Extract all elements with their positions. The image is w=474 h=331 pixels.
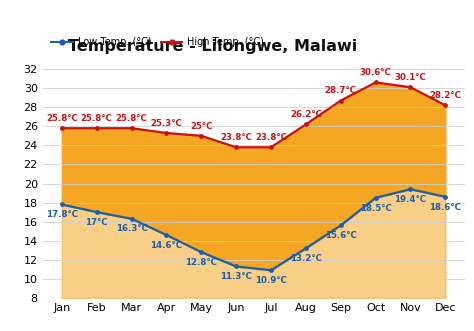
Text: 25.3°C: 25.3°C [151, 119, 182, 128]
Text: 17°C: 17°C [85, 218, 108, 227]
Text: Temperature - Lilongwe, Malawi: Temperature - Lilongwe, Malawi [68, 39, 357, 54]
Text: 13.2°C: 13.2°C [290, 254, 322, 263]
Text: 10.9°C: 10.9°C [255, 276, 287, 285]
Text: 15.6°C: 15.6°C [325, 231, 356, 240]
Legend: Low Temp. (°C), High Temp. (°C): Low Temp. (°C), High Temp. (°C) [47, 33, 268, 51]
Text: 30.6°C: 30.6°C [360, 68, 392, 77]
Text: 18.5°C: 18.5°C [360, 204, 392, 213]
Text: 11.3°C: 11.3°C [220, 272, 252, 281]
Text: 12.8°C: 12.8°C [185, 258, 217, 267]
Text: 25.8°C: 25.8°C [116, 114, 147, 123]
Text: 18.6°C: 18.6°C [429, 203, 461, 212]
Text: 16.3°C: 16.3°C [116, 224, 147, 233]
Text: 25°C: 25°C [190, 121, 212, 131]
Text: 17.8°C: 17.8°C [46, 210, 78, 219]
Text: 28.2°C: 28.2°C [429, 91, 461, 100]
Text: 14.6°C: 14.6°C [150, 241, 182, 250]
Text: 30.1°C: 30.1°C [395, 73, 426, 82]
Text: 23.8°C: 23.8°C [255, 133, 287, 142]
Text: 23.8°C: 23.8°C [220, 133, 252, 142]
Text: 19.4°C: 19.4°C [394, 195, 427, 204]
Text: 25.8°C: 25.8°C [81, 114, 112, 123]
Text: 28.7°C: 28.7°C [325, 86, 357, 95]
Text: 25.8°C: 25.8°C [46, 114, 78, 123]
Text: 26.2°C: 26.2°C [290, 110, 322, 119]
